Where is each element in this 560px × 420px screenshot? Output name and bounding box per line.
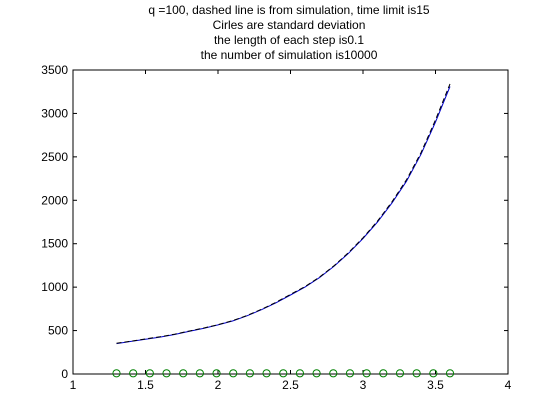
std-dev-circle-marker — [145, 369, 154, 378]
y-axis-ticks: 0 500 1000 1500 2000 2500 3000 3500 — [41, 63, 508, 381]
x-tick-label: 3 — [360, 378, 367, 392]
y-tick-label: 3000 — [41, 106, 68, 120]
std-dev-circle-marker — [179, 369, 188, 378]
title-line-3: the length of each step is0.1 — [214, 33, 364, 47]
x-tick-label: 2 — [215, 378, 222, 392]
simulation-dashed-line — [116, 83, 451, 344]
std-dev-circle-marker — [345, 369, 355, 378]
chart-title: q =100, dashed line is from simulation, … — [148, 3, 429, 62]
std-dev-circle-marker — [362, 369, 371, 378]
std-dev-circle-marker — [429, 369, 438, 378]
std-dev-circle-marker — [162, 369, 171, 378]
std-dev-circle-marker — [395, 369, 405, 378]
title-line-1: q =100, dashed line is from simulation, … — [148, 3, 429, 17]
std-dev-circle-marker — [112, 369, 121, 378]
x-tick-label: 2.5 — [282, 378, 299, 392]
y-tick-label: 1500 — [41, 237, 68, 251]
x-axis-ticks: 1 1.5 2 2.5 3 3.5 4 — [70, 70, 512, 392]
y-tick-label: 2500 — [41, 150, 68, 164]
title-line-4: the number of simulation is10000 — [201, 48, 378, 62]
std-dev-circle-marker — [412, 369, 421, 378]
std-dev-circle-marker — [312, 369, 321, 378]
x-tick-label: 1.5 — [137, 378, 154, 392]
y-tick-label: 3500 — [41, 63, 68, 77]
title-line-2: Cirles are standard deviation — [213, 18, 366, 32]
y-tick-label: 1000 — [41, 280, 68, 294]
std-dev-circle-marker — [279, 369, 288, 378]
std-dev-circle-marker — [295, 369, 305, 378]
std-dev-circle-marker — [129, 369, 138, 378]
std-dev-circle-marker — [445, 369, 455, 378]
std-dev-circle-marker — [245, 369, 254, 378]
std-dev-circle-marker — [379, 369, 388, 378]
std-dev-circle-marker — [212, 369, 221, 378]
x-tick-label: 4 — [505, 378, 512, 392]
std-dev-circle-marker — [229, 369, 238, 378]
plot-area — [72, 69, 509, 375]
y-tick-label: 500 — [48, 324, 68, 338]
std-dev-circle-marker — [329, 369, 338, 378]
x-tick-label: 1 — [70, 378, 77, 392]
std-dev-circle-marker — [262, 369, 271, 378]
series-layer — [112, 83, 455, 378]
y-tick-label: 2000 — [41, 193, 68, 207]
x-tick-label: 3.5 — [427, 378, 444, 392]
y-tick-label: 0 — [61, 367, 68, 381]
std-dev-circle-marker — [195, 369, 204, 378]
